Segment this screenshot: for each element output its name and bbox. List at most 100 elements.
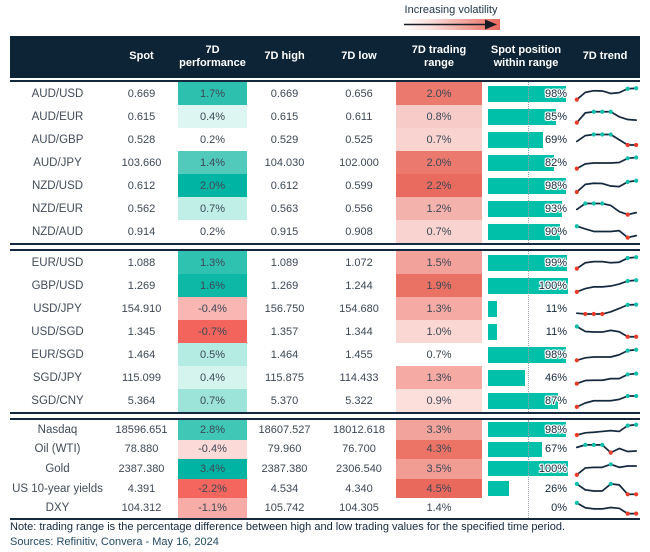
trend-sparkline xyxy=(570,220,640,243)
column-header-spot[interactable]: Spot xyxy=(129,50,154,63)
spot-position-percentage: 100% xyxy=(538,462,567,475)
trading-range-7d-cell: 1.9% xyxy=(396,274,482,297)
table-row[interactable]: NZD/USD 0.612 2.0% 0.612 0.599 2.2% 98% xyxy=(10,174,640,197)
fifty-percent-dotted-line xyxy=(528,420,529,518)
table-header: Spot 7D performance 7D high 7D low 7D tr… xyxy=(10,36,640,78)
trend-sparkline xyxy=(570,128,640,151)
instrument-label: AUD/USD xyxy=(31,87,84,100)
volatility-gradient-arrow-icon xyxy=(402,19,500,30)
table-row[interactable]: AUD/USD 0.669 1.7% 0.669 0.656 2.0% 98% xyxy=(10,82,640,105)
instrument-label: EUR/USD xyxy=(31,256,84,269)
trading-range-7d-cell: 1.2% xyxy=(396,197,482,220)
spot-position-bar xyxy=(488,392,558,409)
sparkline-svg xyxy=(574,154,639,171)
spot-position-bar xyxy=(488,254,568,271)
table-row[interactable]: USD/JPY 154.910 -0.4% 156.750 154.680 1.… xyxy=(10,297,640,320)
spot-position-cell: 98% xyxy=(482,82,570,105)
instrument-label: NZD/USD xyxy=(31,179,84,192)
spot-value: 0.669 xyxy=(127,87,156,100)
spot-value: 0.914 xyxy=(127,225,156,238)
low-7d-value: 0.908 xyxy=(345,225,373,238)
performance-7d-cell: 0.7% xyxy=(178,389,247,412)
spot-value: 0.612 xyxy=(127,179,156,192)
instrument-label: Oil (WTI) xyxy=(34,443,81,456)
table-row[interactable]: NZD/AUD 0.914 0.2% 0.915 0.908 0.7% 90% xyxy=(10,220,640,243)
trend-sparkline xyxy=(570,151,640,174)
table-row[interactable]: NZD/EUR 0.562 0.7% 0.563 0.556 1.2% 93% xyxy=(10,197,640,220)
trading-range-7d-cell: 3.3% xyxy=(396,420,482,440)
column-header-7d-high[interactable]: 7D high xyxy=(264,50,305,63)
sparkline-svg xyxy=(574,178,639,194)
spot-position-percentage: 0% xyxy=(551,502,567,515)
spot-value: 0.562 xyxy=(127,202,156,215)
performance-7d-cell: 0.2% xyxy=(178,220,247,243)
low-7d-value: 2306.540 xyxy=(336,462,382,475)
column-header-7d-trading-range[interactable]: 7D trading range xyxy=(411,43,467,69)
table-row[interactable]: AUD/EUR 0.615 0.4% 0.615 0.611 0.8% 85% xyxy=(10,105,640,128)
column-header-spot-position[interactable]: Spot position within range xyxy=(490,43,562,69)
column-header-7d-performance[interactable]: 7D performance xyxy=(179,43,246,69)
instrument-label: NZD/AUD xyxy=(31,225,84,238)
column-header-7d-trend[interactable]: 7D trend xyxy=(582,50,628,63)
sparkline-svg xyxy=(574,223,638,240)
spot-position-bar xyxy=(488,108,556,125)
table-row[interactable]: USD/SGD 1.345 -0.7% 1.357 1.344 1.0% 11% xyxy=(10,320,640,343)
spot-position-bar xyxy=(488,131,544,148)
performance-7d-cell: 0.5% xyxy=(178,343,247,366)
low-7d-value: 0.611 xyxy=(345,110,373,123)
low-7d-value: 4.340 xyxy=(345,482,373,495)
trend-sparkline xyxy=(570,389,640,412)
instrument-label: USD/SGD xyxy=(31,325,84,338)
table-row[interactable]: Gold 2387.380 3.4% 2387.380 2306.540 3.5… xyxy=(10,459,640,479)
table-row[interactable]: AUD/GBP 0.528 0.2% 0.529 0.525 0.7% 69% xyxy=(10,128,640,151)
table-row[interactable]: EUR/USD 1.088 1.3% 1.089 1.072 1.5% 99% xyxy=(10,251,640,274)
table-row[interactable]: US 10-year yields 4.391 -2.2% 4.534 4.34… xyxy=(10,478,640,499)
performance-7d-cell: -0.4% xyxy=(178,439,247,460)
footnote: Note: trading range is the percentage di… xyxy=(10,521,566,533)
spot-value: 115.099 xyxy=(122,371,161,384)
table-row[interactable]: GBP/USD 1.269 1.6% 1.269 1.244 1.9% 100% xyxy=(10,274,640,297)
low-7d-value: 1.072 xyxy=(345,256,373,269)
trading-range-7d-cell: 4.5% xyxy=(396,478,482,499)
spot-position-percentage: 82% xyxy=(544,156,567,169)
low-7d-value: 1.244 xyxy=(345,279,373,292)
trend-sparkline xyxy=(570,197,640,220)
sparkline-svg xyxy=(575,443,638,456)
trading-range-7d-cell: 3.5% xyxy=(396,459,482,479)
trading-range-7d-cell: 1.3% xyxy=(396,366,482,389)
low-7d-value: 0.525 xyxy=(345,133,373,146)
table-row[interactable]: AUD/JPY 103.660 1.4% 104.030 102.000 2.0… xyxy=(10,151,640,174)
trading-range-7d-cell: 2.0% xyxy=(396,151,482,174)
performance-7d-cell: -1.1% xyxy=(178,498,247,518)
table-row[interactable]: Oil (WTI) 78.880 -0.4% 79.960 76.700 4.3… xyxy=(10,439,640,460)
trading-range-7d-cell: 2.0% xyxy=(396,82,482,105)
low-7d-value: 5.322 xyxy=(345,394,373,407)
trend-sparkline xyxy=(570,498,640,518)
trend-sparkline xyxy=(570,420,640,440)
performance-7d-cell: 1.7% xyxy=(178,82,247,105)
low-7d-value: 0.556 xyxy=(345,202,373,215)
high-7d-value: 0.915 xyxy=(270,225,299,238)
trend-sparkline xyxy=(570,297,640,320)
spot-value: 1.269 xyxy=(127,279,156,292)
spot-position-bar xyxy=(488,223,560,240)
column-header-7d-low[interactable]: 7D low xyxy=(341,50,377,63)
spot-position-bar xyxy=(488,200,563,217)
sparkline-svg xyxy=(574,462,638,477)
table-row[interactable]: SGD/CNY 5.364 0.7% 5.370 5.322 0.9% 87% xyxy=(10,389,640,412)
trend-sparkline xyxy=(570,479,640,499)
performance-7d-cell: 0.4% xyxy=(178,105,247,128)
performance-7d-cell: -0.7% xyxy=(178,320,247,343)
spot-position-bar xyxy=(488,85,567,102)
table-row[interactable]: SGD/JPY 115.099 0.4% 115.875 114.433 1.3… xyxy=(10,366,640,389)
fifty-percent-dotted-line xyxy=(528,82,529,243)
trading-range-7d-cell: 0.8% xyxy=(396,105,482,128)
table-row[interactable]: DXY 104.312 -1.1% 105.742 104.305 1.4% 0… xyxy=(10,498,640,518)
trading-range-7d-cell: 1.4% xyxy=(396,498,482,518)
trend-sparkline xyxy=(570,274,640,297)
spot-value: 5.364 xyxy=(127,394,156,407)
table-row[interactable]: Nasdaq 18596.651 2.8% 18607.527 18012.61… xyxy=(10,420,640,440)
spot-position-cell: 100% xyxy=(482,459,570,479)
table-row[interactable]: EUR/SGD 1.464 0.5% 1.464 1.455 0.7% 98% xyxy=(10,343,640,366)
instrument-label: NZD/EUR xyxy=(31,202,84,215)
